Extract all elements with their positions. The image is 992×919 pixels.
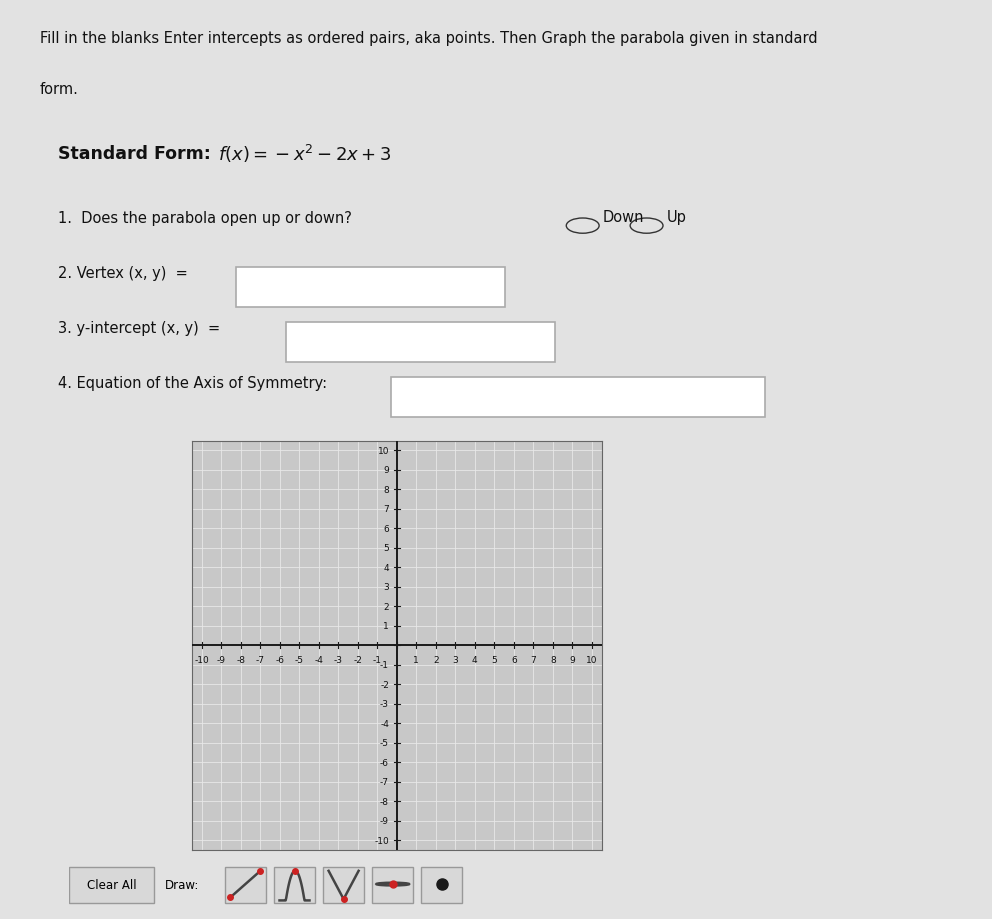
Text: $f(x) = -x^2 - 2x + 3$: $f(x) = -x^2 - 2x + 3$ [217,143,391,165]
FancyBboxPatch shape [286,323,556,363]
Text: 6: 6 [383,524,389,533]
Text: -5: -5 [295,655,304,664]
Text: 3: 3 [452,655,458,664]
FancyBboxPatch shape [274,868,315,902]
Text: 3: 3 [383,583,389,592]
Text: -9: -9 [217,655,226,664]
Text: -8: -8 [236,655,245,664]
Text: -5: -5 [380,739,389,747]
Text: 1: 1 [383,621,389,630]
FancyBboxPatch shape [391,378,765,418]
Text: Fill in the blanks Enter intercepts as ordered pairs, aka points. Then Graph the: Fill in the blanks Enter intercepts as o… [40,31,817,46]
Text: -10: -10 [194,655,209,664]
Text: -2: -2 [380,680,389,689]
FancyBboxPatch shape [422,868,462,902]
Text: form.: form. [40,82,78,96]
Text: 2. Vertex (x, y)  =: 2. Vertex (x, y) = [58,266,187,280]
Text: -4: -4 [380,719,389,728]
Text: 5: 5 [491,655,497,664]
Text: 2: 2 [433,655,438,664]
Text: 10: 10 [586,655,597,664]
FancyBboxPatch shape [225,868,266,902]
Text: -9: -9 [380,816,389,825]
Text: 8: 8 [383,485,389,494]
Text: 4: 4 [383,563,389,573]
Text: 6: 6 [511,655,517,664]
Text: -1: -1 [380,661,389,670]
Text: -8: -8 [380,797,389,806]
Text: 7: 7 [383,505,389,514]
Text: -6: -6 [276,655,285,664]
FancyBboxPatch shape [372,868,413,902]
Text: 5: 5 [383,544,389,552]
FancyBboxPatch shape [323,868,364,902]
Text: 9: 9 [383,466,389,475]
Text: -10: -10 [374,836,389,845]
Text: Standard Form:: Standard Form: [58,145,217,164]
FancyBboxPatch shape [236,267,505,308]
Text: -7: -7 [256,655,265,664]
Text: -3: -3 [334,655,343,664]
Text: 3. y-intercept (x, y)  =: 3. y-intercept (x, y) = [58,321,220,335]
FancyBboxPatch shape [69,868,154,902]
Text: -7: -7 [380,777,389,787]
Text: -6: -6 [380,758,389,767]
Text: 4: 4 [472,655,477,664]
Text: Clear All: Clear All [87,878,137,891]
Text: Draw:: Draw: [165,878,199,891]
Text: 10: 10 [378,447,389,455]
Text: 2: 2 [383,602,389,611]
Text: -3: -3 [380,699,389,709]
Text: 8: 8 [550,655,556,664]
Text: 1: 1 [414,655,420,664]
Text: -4: -4 [314,655,323,664]
Text: Up: Up [667,210,686,224]
Text: -1: -1 [373,655,382,664]
Text: 7: 7 [531,655,536,664]
Text: 4. Equation of the Axis of Symmetry:: 4. Equation of the Axis of Symmetry: [58,376,327,391]
Text: Down: Down [603,210,644,224]
Text: -2: -2 [353,655,362,664]
Text: 9: 9 [569,655,575,664]
Text: 1.  Does the parabola open up or down?: 1. Does the parabola open up or down? [58,210,352,226]
